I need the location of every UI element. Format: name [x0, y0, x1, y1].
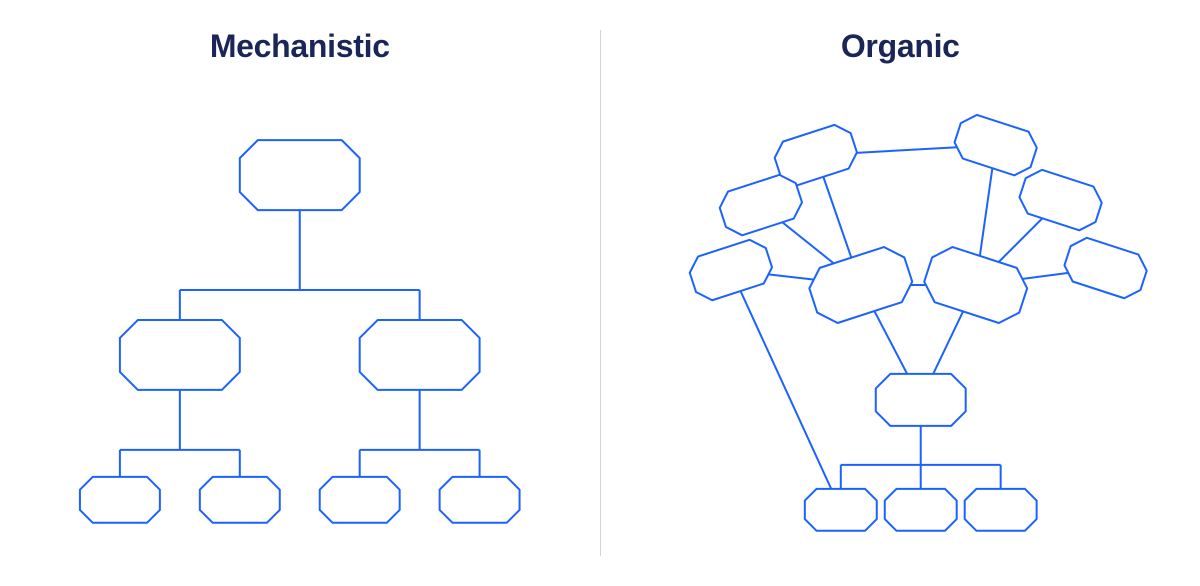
- diagram-node: [804, 242, 917, 328]
- organic-diagram: [601, 0, 1200, 586]
- edge: [975, 268, 1105, 285]
- edge: [975, 145, 995, 285]
- diagram-node: [200, 477, 280, 523]
- mechanistic-diagram: [0, 0, 600, 586]
- diagram-node: [240, 140, 360, 210]
- diagram-node: [360, 320, 480, 390]
- diagram-node: [919, 242, 1032, 328]
- diagram-node: [120, 320, 240, 390]
- diagram-node: [884, 489, 956, 531]
- connector: [180, 210, 420, 320]
- edge: [920, 285, 975, 400]
- diagram-node: [875, 374, 965, 426]
- edge: [730, 270, 840, 510]
- edge: [815, 145, 995, 155]
- connector: [360, 390, 480, 477]
- diagram-node: [1060, 234, 1150, 302]
- diagram-node: [320, 477, 400, 523]
- connector: [120, 390, 240, 477]
- edge: [975, 200, 1060, 285]
- right-panel: Organic: [601, 0, 1200, 586]
- diagram-node: [80, 477, 160, 523]
- edge: [730, 270, 860, 285]
- left-title: Mechanistic: [210, 28, 390, 65]
- left-panel: Mechanistic: [0, 0, 600, 586]
- edge: [815, 155, 860, 285]
- edge: [760, 205, 860, 285]
- diagram-node: [685, 236, 775, 304]
- diagram-container: Mechanistic Organic: [0, 0, 1200, 586]
- right-title: Organic: [841, 28, 960, 65]
- diagram-node: [964, 489, 1036, 531]
- connector: [840, 426, 1000, 489]
- diagram-node: [440, 477, 520, 523]
- edge: [860, 285, 920, 400]
- diagram-node: [1015, 166, 1105, 234]
- diagram-node: [770, 121, 860, 189]
- diagram-node: [715, 171, 805, 239]
- diagram-node: [804, 489, 876, 531]
- diagram-node: [950, 111, 1040, 179]
